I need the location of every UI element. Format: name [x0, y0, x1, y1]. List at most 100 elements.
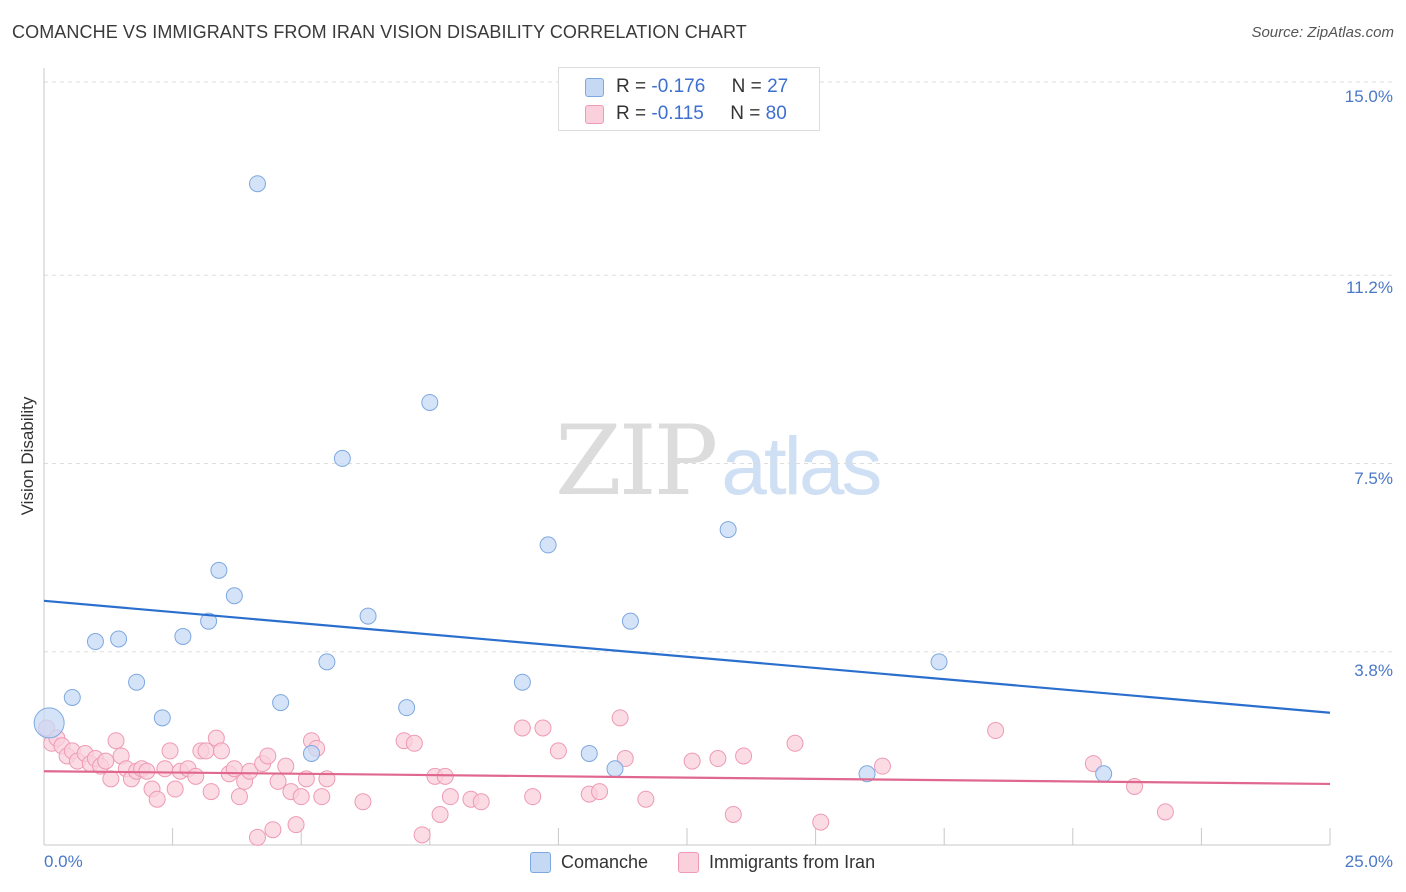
point-comanche-19 — [539, 536, 557, 554]
y-tick-label-3-8: 3.8% — [1354, 661, 1393, 680]
point-iran-24 — [166, 780, 184, 798]
point-iran-59 — [441, 788, 459, 806]
watermark-atlas: atlas — [721, 421, 882, 512]
trend-line-iran — [43, 770, 1331, 786]
point-comanche-18 — [513, 673, 531, 691]
point-comanche-5 — [153, 709, 171, 727]
point-iran-21 — [148, 790, 166, 808]
point-iran-12 — [102, 770, 120, 788]
point-comanche-26 — [1095, 765, 1113, 783]
point-iran-69 — [616, 750, 634, 768]
point-comanche-21 — [606, 760, 624, 778]
point-iran-46 — [292, 788, 310, 806]
point-iran-27 — [187, 767, 205, 785]
point-comanche-15 — [359, 607, 377, 625]
source-label: Source: ZipAtlas.com — [1251, 24, 1394, 41]
y-tick-label-11-2: 11.2% — [1346, 278, 1393, 297]
series-legend-iran: Immigrants from Iran — [678, 852, 875, 873]
point-iran-57 — [431, 805, 449, 823]
point-iran-30 — [202, 783, 220, 801]
legend-n-value: 27 — [767, 76, 789, 97]
point-iran-37 — [241, 762, 259, 780]
legend-r-value: -0.115 — [651, 103, 704, 124]
point-iran-41 — [264, 821, 282, 839]
point-iran-23 — [161, 742, 179, 760]
point-iran-70 — [637, 790, 655, 808]
point-iran-65 — [549, 742, 567, 760]
point-comanche-9 — [225, 587, 243, 605]
point-iran-71 — [683, 752, 701, 770]
watermark-zip: ZIP — [555, 405, 718, 517]
point-iran-38 — [248, 828, 266, 846]
point-iran-61 — [472, 793, 490, 811]
point-iran-79 — [1084, 755, 1102, 773]
point-comanche-6 — [174, 627, 192, 645]
legend-n-value: 80 — [765, 103, 787, 124]
point-comanche-24 — [858, 765, 876, 783]
trend-line-comanche — [43, 599, 1331, 714]
legend-r-label: R = — [616, 103, 647, 124]
legend-row-comanche: R = -0.176 N = 27 — [585, 75, 788, 99]
legend-n-label: N = — [730, 103, 761, 124]
point-comanche-12 — [302, 744, 320, 762]
point-iran-54 — [405, 734, 423, 752]
series-label-comanche: Comanche — [561, 852, 649, 872]
legend-r-label: R = — [616, 76, 647, 97]
point-iran-32 — [212, 742, 230, 760]
point-iran-29 — [197, 742, 215, 760]
point-comanche-4 — [128, 673, 146, 691]
y-axis-label: Vision Disability — [18, 396, 37, 516]
point-iran-50 — [313, 788, 331, 806]
legend-row-iran: R = -0.115 N = 80 — [585, 102, 787, 126]
point-iran-62 — [513, 719, 531, 737]
correlation-legend: R = -0.176 N = 27 R = -0.115 N = 80 — [558, 67, 820, 131]
watermark: ZIPatlas — [555, 405, 882, 517]
point-iran-78 — [987, 722, 1005, 740]
point-iran-77 — [873, 757, 891, 775]
point-iran-40 — [259, 747, 277, 765]
point-comanche-10 — [248, 175, 266, 193]
point-iran-43 — [277, 757, 295, 775]
point-iran-67 — [591, 783, 609, 801]
x-tick-label-min: 0.0% — [44, 852, 83, 871]
point-iran-52 — [354, 793, 372, 811]
chart-title: COMANCHE VS IMMIGRANTS FROM IRAN VISION … — [12, 22, 747, 42]
series-legend-comanche: Comanche — [530, 852, 648, 873]
y-tick-label-7-5: 7.5% — [1354, 469, 1393, 488]
point-comanche-13 — [318, 653, 336, 671]
point-iran-72 — [709, 750, 727, 768]
point-iran-22 — [156, 760, 174, 778]
point-iran-42 — [269, 772, 287, 790]
point-comanche-17 — [421, 393, 439, 411]
point-iran-68 — [611, 709, 629, 727]
point-iran-64 — [534, 719, 552, 737]
x-tick-label-max: 25.0% — [1344, 852, 1393, 871]
point-comanche-0 — [33, 707, 65, 739]
series-swatch-comanche — [530, 852, 551, 873]
y-tick-label-15: 15.0% — [1344, 87, 1393, 106]
point-comanche-25 — [930, 653, 948, 671]
point-comanche-16 — [398, 699, 416, 717]
point-iran-74 — [735, 747, 753, 765]
point-iran-73 — [724, 805, 742, 823]
point-iran-81 — [1156, 803, 1174, 821]
legend-n-label: N = — [731, 76, 762, 97]
legend-swatch-iran — [585, 104, 604, 124]
point-comanche-23 — [719, 521, 737, 539]
point-iran-34 — [225, 760, 243, 778]
point-iran-45 — [287, 816, 305, 834]
point-comanche-3 — [110, 630, 128, 648]
point-comanche-7 — [200, 612, 218, 630]
point-iran-11 — [97, 752, 115, 770]
point-iran-75 — [786, 734, 804, 752]
point-comanche-22 — [621, 612, 639, 630]
series-label-iran: Immigrants from Iran — [709, 852, 876, 872]
point-iran-76 — [812, 813, 830, 831]
point-iran-55 — [413, 826, 431, 844]
series-swatch-iran — [678, 852, 700, 873]
point-comanche-2 — [86, 633, 104, 651]
point-comanche-8 — [210, 561, 228, 579]
point-comanche-20 — [580, 744, 598, 762]
legend-swatch-comanche — [585, 77, 604, 97]
